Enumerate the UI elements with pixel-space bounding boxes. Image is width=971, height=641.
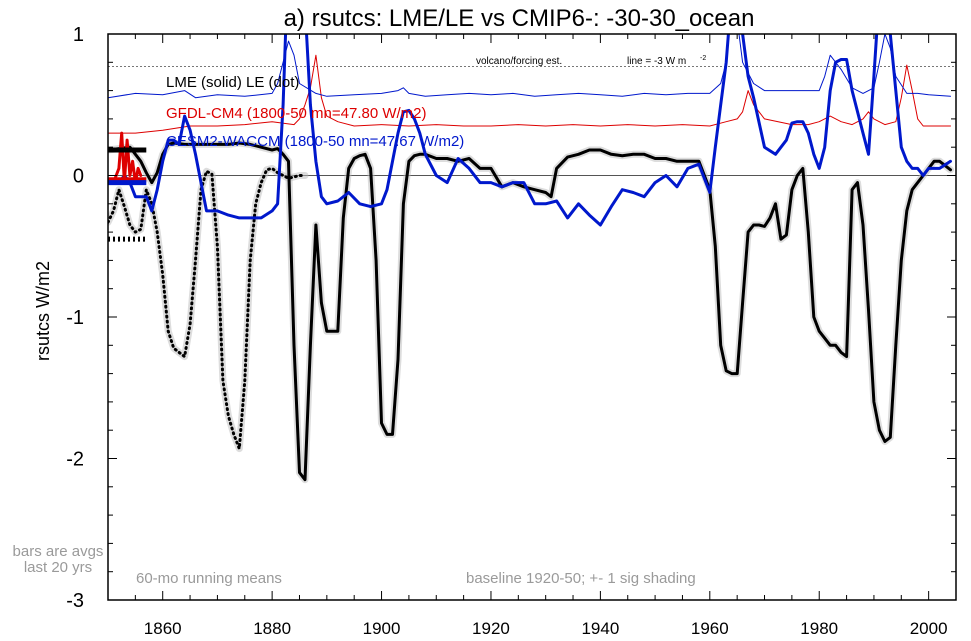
bottom-right-note: baseline 1920-50; +- 1 sig shading [466,570,696,587]
legend-cesm: CESM2-WACCM (1800-50 mn=47.67 W/m2) [166,133,464,150]
series-group [108,34,954,484]
x-tick-label: 1880 [253,619,291,638]
y-tick-label: -1 [66,307,84,329]
le-dotted-line [108,166,307,451]
x-tick-label: 1860 [144,619,182,638]
y-axis-label: rsutcs W/m2 [33,261,53,361]
x-tick-label: 1960 [691,619,729,638]
gfdl-thin-line [108,54,951,134]
legend-gfdl: GFDL-CM4 (1800-50 mn=47.80 W/m2) [166,105,427,122]
volcano-line-label: line = -3 W m [627,56,686,67]
x-tick-label: 1900 [363,619,401,638]
y-tick-label: -2 [66,449,84,471]
x-tick-label: 1980 [800,619,838,638]
y-tick-label: -3 [66,590,84,612]
x-tick-label: 1940 [581,619,619,638]
chart-title: a) rsutcs: LME/LE vs CMIP6-: -30-30_ocea… [284,5,755,32]
left-note-1: bars are avgs [13,543,104,560]
left-note-2: last 20 yrs [24,559,92,576]
x-tick-label: 2000 [910,619,948,638]
bottom-left-note: 60-mo running means [136,570,282,587]
plot-area: 1860 1880 1900 1920 1940 1960 1980 2000 -3 -2 -1 0 1 [66,24,957,638]
legend-lme-le: LME (solid) LE (dot) [166,74,299,91]
x-tick-label: 1920 [472,619,510,638]
cesm-thick-line [108,34,952,227]
volcano-line-sup: -2 [700,55,706,62]
y-tick-label: 0 [73,166,84,188]
y-tick-label: 1 [73,24,84,46]
volcano-label: volcano/forcing est. [476,56,562,67]
